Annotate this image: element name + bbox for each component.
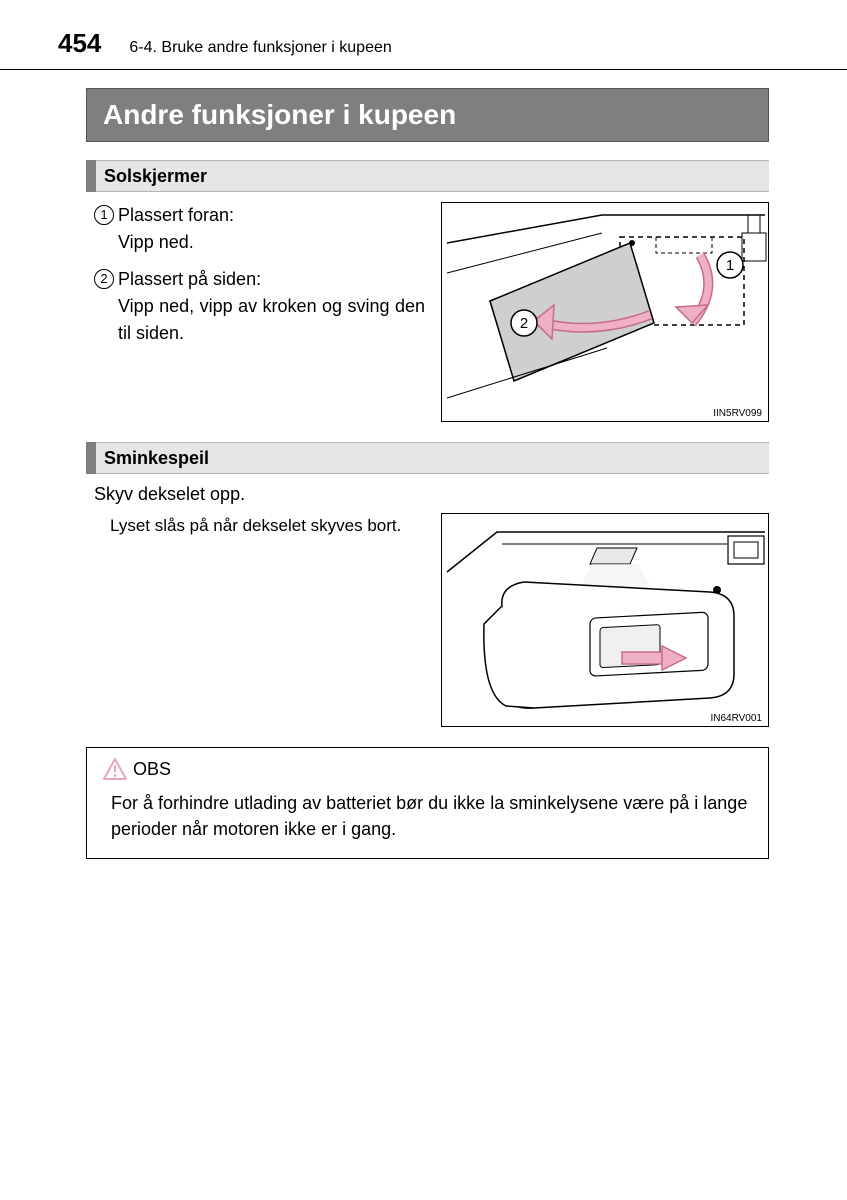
section-body-solskjermer: 1 Plassert foran: Vipp ned. 2 Plassert p… (86, 202, 769, 422)
section-accent (86, 160, 96, 192)
section-body-sminkespeil: Lyset slås på når dekselet skyves bort. (86, 513, 769, 727)
svg-text:2: 2 (520, 315, 528, 332)
section-title: Sminkespeil (104, 448, 209, 469)
figure-id: IIN5RV099 (713, 408, 762, 419)
obs-text: For å forhindre utlading av batteriet bø… (103, 790, 752, 842)
figure-solskjermer: 1 2 IIN5RV099 (441, 202, 769, 422)
section-header-sminkespeil: Sminkespeil (86, 442, 769, 474)
vanity-mirror-diagram-icon (442, 514, 770, 726)
section-body-text: Lyset slås på når dekselet skyves bort. (110, 513, 425, 539)
title-bar: Andre funksjoner i kupeen (86, 88, 769, 142)
page-header: 454 6-4. Bruke andre funksjoner i kupeen (0, 28, 847, 59)
header-divider (0, 69, 847, 70)
svg-text:1: 1 (726, 257, 734, 274)
page-number: 454 (58, 28, 101, 59)
list-item: 1 Plassert foran: Vipp ned. (90, 202, 425, 256)
figure-sminkespeil: IN64RV001 (441, 513, 769, 727)
breadcrumb: 6-4. Bruke andre funksjoner i kupeen (129, 39, 391, 57)
section-title: Solskjermer (104, 166, 207, 187)
obs-box: OBS For å forhindre utlading av batterie… (86, 747, 769, 859)
text-column: Lyset slås på når dekselet skyves bort. (90, 513, 425, 539)
section-lead: Skyv dekselet opp. (94, 484, 769, 505)
page-title: Andre funksjoner i kupeen (103, 99, 752, 131)
content-area: Andre funksjoner i kupeen Solskjermer 1 … (0, 88, 847, 859)
obs-header: OBS (103, 758, 752, 780)
step-number-icon: 1 (90, 202, 118, 256)
step-text: Plassert foran: Vipp ned. (118, 202, 425, 256)
list-item: 2 Plassert på siden: Vipp ned, vipp av k… (90, 266, 425, 347)
sun-visor-diagram-icon: 1 2 (442, 203, 770, 421)
section-header-solskjermer: Solskjermer (86, 160, 769, 192)
step-text: Plassert på siden: Vipp ned, vipp av kro… (118, 266, 425, 347)
figure-id: IN64RV001 (710, 713, 762, 724)
warning-icon (103, 758, 127, 780)
page: 454 6-4. Bruke andre funksjoner i kupeen… (0, 0, 847, 859)
step-number-icon: 2 (90, 266, 118, 347)
text-column: 1 Plassert foran: Vipp ned. 2 Plassert p… (90, 202, 425, 357)
obs-label: OBS (133, 759, 171, 780)
section-accent (86, 442, 96, 474)
